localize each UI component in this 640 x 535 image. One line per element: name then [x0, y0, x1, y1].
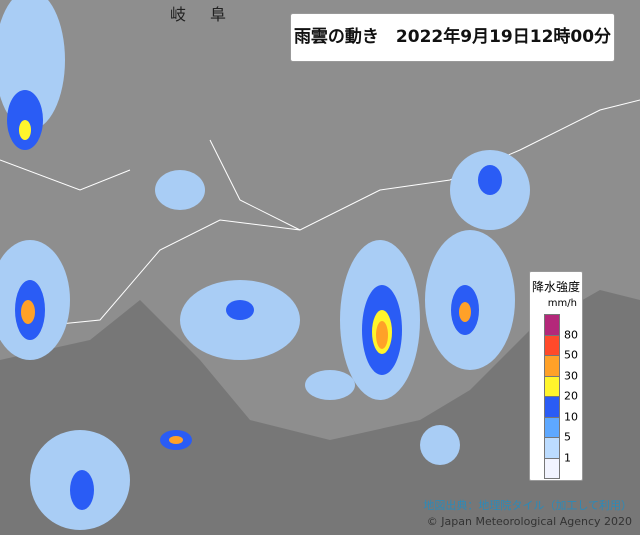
legend-label: 1 — [564, 451, 571, 464]
legend-label: 80 — [564, 328, 578, 341]
rain-areas — [0, 0, 530, 530]
legend-swatch — [544, 437, 560, 459]
map-source: 地図出典：地理院タイル（加工して利用） — [423, 499, 632, 512]
legend-swatch — [544, 355, 560, 377]
legend-swatch — [544, 375, 560, 397]
title: 雨雲の動き 2022年9月19日12時00分 — [290, 13, 615, 62]
legend-swatch — [544, 314, 560, 336]
place-label: 阜 — [210, 5, 226, 24]
legend-swatch — [544, 457, 560, 479]
legend-label: 30 — [564, 369, 578, 382]
boundary — [0, 139, 301, 231]
copyright: © Japan Meteorological Agency 2020 — [426, 515, 632, 528]
legend-swatch — [544, 334, 560, 356]
sea — [0, 290, 640, 535]
boundary — [0, 99, 640, 331]
legend-unit: mm/h — [547, 298, 577, 309]
legend-label: 5 — [564, 430, 571, 444]
credits: 地図出典：地理院タイル（加工して利用） © Japan Meteorologic… — [423, 498, 632, 530]
legend-title: 降水強度 — [531, 280, 580, 294]
legend-swatch — [544, 416, 560, 438]
legend-label: 20 — [564, 389, 578, 403]
legend-swatch — [544, 396, 560, 418]
legend-label: 10 — [564, 410, 578, 423]
place-label: 岐 — [170, 5, 186, 24]
legend: 降水強度 mm/h 80 50 30 20 10 5 1 — [529, 271, 583, 481]
legend-label: 50 — [564, 348, 578, 362]
